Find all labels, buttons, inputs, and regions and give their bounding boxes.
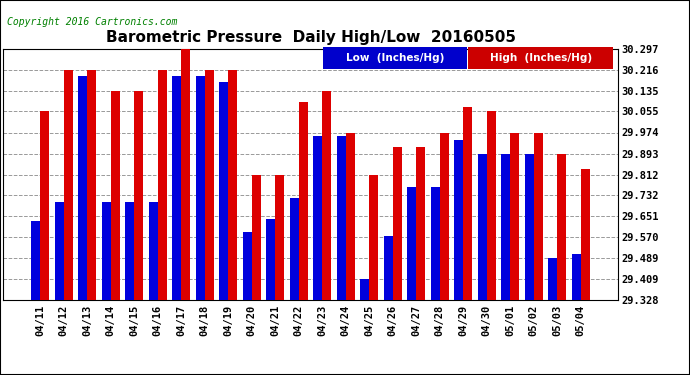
Text: Low  (Inches/Hg): Low (Inches/Hg): [346, 53, 444, 63]
Bar: [431, 188, 440, 300]
Bar: [149, 202, 158, 300]
Bar: [384, 237, 393, 300]
Bar: [219, 82, 228, 300]
Bar: [87, 70, 96, 300]
Bar: [205, 70, 214, 300]
Bar: [55, 202, 63, 300]
Bar: [581, 170, 590, 300]
Bar: [477, 153, 486, 300]
Bar: [290, 198, 299, 300]
Bar: [393, 147, 402, 300]
Bar: [558, 153, 566, 300]
Bar: [40, 111, 49, 300]
Bar: [369, 174, 378, 300]
Bar: [346, 132, 355, 300]
Bar: [275, 174, 284, 300]
Bar: [313, 136, 322, 300]
Text: Copyright 2016 Cartronics.com: Copyright 2016 Cartronics.com: [7, 17, 177, 27]
Bar: [102, 202, 111, 300]
Bar: [525, 153, 534, 300]
Bar: [549, 258, 558, 300]
Bar: [454, 140, 463, 300]
Bar: [440, 132, 449, 300]
Bar: [416, 147, 425, 300]
Text: High  (Inches/Hg): High (Inches/Hg): [490, 53, 592, 63]
Bar: [158, 70, 167, 300]
Bar: [111, 91, 119, 300]
Bar: [126, 202, 135, 300]
Bar: [407, 188, 416, 300]
Bar: [534, 132, 542, 300]
Title: Barometric Pressure  Daily High/Low  20160505: Barometric Pressure Daily High/Low 20160…: [106, 30, 515, 45]
Bar: [299, 102, 308, 300]
Bar: [172, 76, 181, 300]
Bar: [79, 76, 87, 300]
Bar: [337, 136, 346, 300]
Bar: [572, 254, 581, 300]
Bar: [360, 279, 369, 300]
Bar: [266, 219, 275, 300]
Bar: [463, 106, 472, 300]
Bar: [31, 221, 40, 300]
Bar: [252, 174, 261, 300]
Bar: [486, 111, 495, 300]
Bar: [63, 70, 72, 300]
Bar: [502, 153, 510, 300]
Bar: [196, 76, 205, 300]
Bar: [228, 70, 237, 300]
Bar: [322, 91, 331, 300]
Bar: [135, 91, 144, 300]
Bar: [243, 232, 252, 300]
Bar: [510, 132, 519, 300]
Bar: [181, 49, 190, 300]
